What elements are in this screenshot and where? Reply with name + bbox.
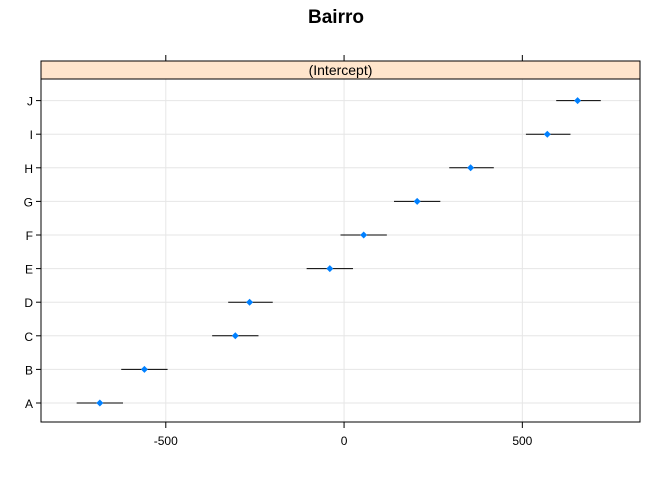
panel-border [40, 60, 641, 423]
y-tick-label-E: E [25, 263, 33, 277]
y-tick-label-H: H [24, 162, 33, 176]
point-I [543, 130, 551, 138]
x-tick-label-2: 500 [512, 434, 532, 448]
y-tick-label-F: F [26, 229, 33, 243]
y-tick-label-C: C [24, 330, 33, 344]
strip-label: (Intercept) [309, 62, 373, 78]
data-points [96, 97, 582, 407]
y-axis: A B C D E F G H I J [24, 95, 41, 411]
chart-title: Bairro [308, 7, 364, 28]
point-D [246, 298, 254, 306]
panel-strip: (Intercept) [40, 60, 641, 80]
x-tick-label-0: -500 [154, 434, 178, 448]
point-H [467, 164, 475, 172]
grid-lines [41, 79, 640, 422]
y-tick-label-I: I [30, 128, 33, 142]
point-A [96, 399, 104, 407]
y-tick-label-B: B [25, 363, 33, 377]
y-tick-label-A: A [25, 397, 33, 411]
y-tick-label-J: J [27, 95, 33, 109]
point-E [326, 265, 334, 273]
x-axis: -500 0 500 [154, 55, 533, 448]
y-tick-label-D: D [24, 296, 33, 310]
point-J [574, 97, 582, 105]
point-F [360, 231, 368, 239]
x-tick-label-1: 0 [341, 434, 348, 448]
point-B [140, 365, 148, 373]
point-C [231, 332, 239, 340]
y-tick-label-G: G [24, 195, 33, 209]
point-G [413, 197, 421, 205]
